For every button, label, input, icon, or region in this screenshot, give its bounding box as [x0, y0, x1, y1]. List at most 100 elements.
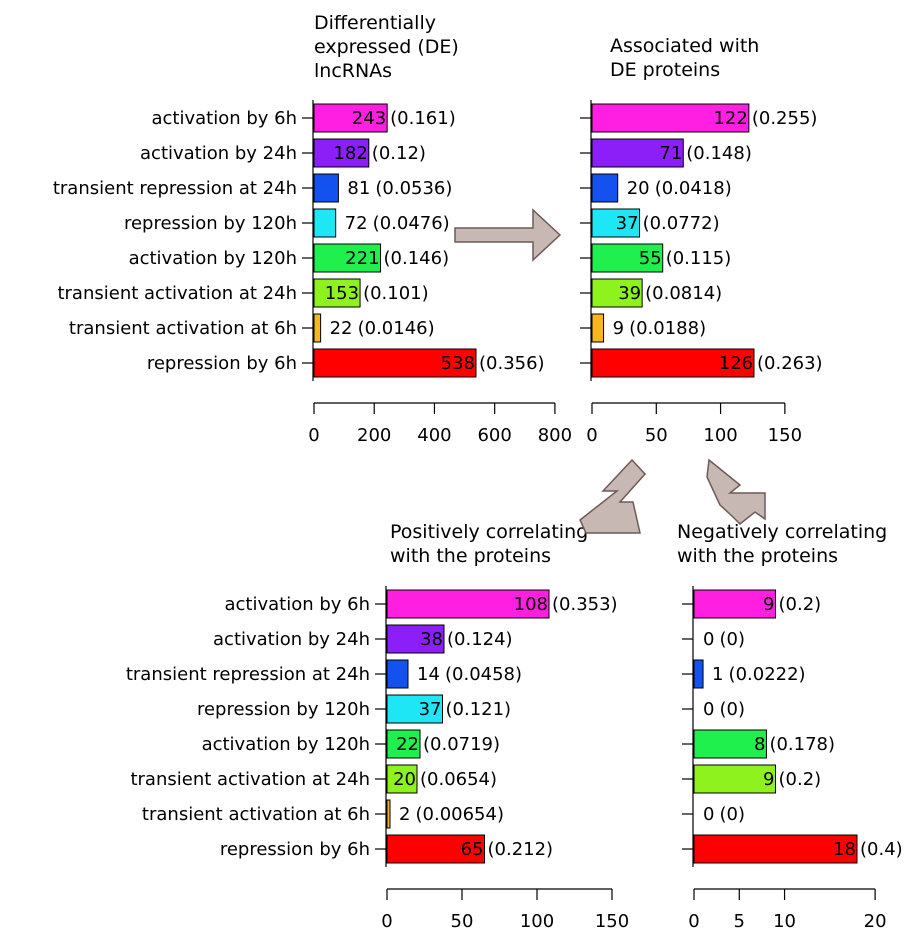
x-tick-label: 50: [645, 425, 668, 446]
bar-value-label: 9: [763, 769, 774, 790]
bar-fraction-label: (0.2): [779, 594, 822, 615]
bar-fraction-label: (0.0814): [645, 283, 722, 304]
panel-title-line: Differentially: [314, 12, 436, 34]
category-label: repression by 120h: [124, 213, 297, 234]
bar: [693, 659, 704, 689]
bar-fraction-label: (0.0772): [643, 213, 720, 234]
bar-value-label: 0: [703, 699, 714, 720]
bar: [386, 624, 445, 654]
x-tick-label: 50: [451, 911, 474, 930]
bar: [386, 799, 391, 829]
bar-fraction-label: (0.0418): [655, 178, 732, 199]
bar-value-label: 182: [333, 143, 367, 164]
x-tick-label: 100: [520, 911, 554, 930]
bar-value-label: 2: [399, 804, 410, 825]
bar-fraction-label: (0.148): [686, 143, 752, 164]
bar: [591, 208, 641, 238]
bar-value-label: 65: [461, 839, 484, 860]
x-tick-label: 800: [538, 425, 572, 446]
bar-fraction-label: (0.0146): [358, 318, 435, 339]
x-tick-label: 0: [381, 911, 392, 930]
bar: [313, 138, 370, 168]
bar-value-label: 122: [713, 108, 747, 129]
bar-fraction-label: (0.4): [860, 839, 903, 860]
bar-fraction-label: (0.121): [446, 699, 512, 720]
bar-value-label: 538: [441, 353, 475, 374]
bar: [591, 348, 755, 378]
bar-value-label: 71: [659, 143, 682, 164]
bar-fraction-label: (0): [720, 699, 746, 720]
bar-value-label: 8: [754, 734, 765, 755]
bar-fraction-label: (0.0654): [420, 769, 497, 790]
bar: [693, 589, 776, 619]
bar-value-label: 20: [627, 178, 650, 199]
bar-value-label: 38: [420, 629, 443, 650]
bar: [591, 103, 750, 133]
panel-title-line: with the proteins: [677, 545, 838, 567]
bar-value-label: 14: [417, 664, 440, 685]
panel-title-line: Negatively correlating: [677, 521, 887, 543]
arrow-down-left-icon: [579, 458, 647, 534]
bar-fraction-label: (0.0719): [423, 734, 500, 755]
bar-fraction-label: (0.0188): [629, 318, 706, 339]
panel-title-line: Positively correlating: [390, 521, 588, 543]
x-tick-label: 150: [768, 425, 802, 446]
category-label: activation by 120h: [129, 248, 297, 269]
panel-title-line: DE proteins: [610, 59, 720, 81]
category-label: transient repression at 24h: [53, 178, 297, 199]
bar-value-label: 37: [616, 213, 639, 234]
bar: [386, 729, 421, 759]
category-label: activation by 6h: [224, 594, 370, 615]
bar-value-label: 37: [419, 699, 442, 720]
bar-fraction-label: (0.0458): [445, 664, 522, 685]
bar-fraction-label: (0.0222): [729, 664, 806, 685]
bar: [591, 138, 684, 168]
x-tick-label: 0: [586, 425, 597, 446]
bar-value-label: 126: [719, 353, 753, 374]
panel-title-line: Associated with: [610, 35, 759, 57]
x-tick-label: 100: [703, 425, 737, 446]
bar: [313, 208, 337, 238]
bar-fraction-label: (0.263): [757, 353, 823, 374]
bar-value-label: 20: [393, 769, 416, 790]
bar-fraction-label: (0.0536): [375, 178, 452, 199]
x-tick-label: 200: [357, 425, 391, 446]
bar-fraction-label: (0.101): [363, 283, 429, 304]
arrow-down-right-icon: [706, 458, 766, 526]
panel-title-line: expressed (DE): [314, 36, 459, 58]
bar: [591, 278, 643, 308]
bar-fraction-label: (0.356): [479, 353, 545, 374]
x-tick-label: 20: [864, 911, 887, 930]
bar-value-label: 39: [618, 283, 641, 304]
arrow-right-icon: [454, 208, 562, 262]
bar-fraction-label: (0.12): [372, 143, 426, 164]
bar-value-label: 22: [330, 318, 353, 339]
bar: [591, 313, 605, 343]
bar-value-label: 153: [325, 283, 359, 304]
category-label: activation by 24h: [140, 143, 297, 164]
bar: [386, 694, 443, 724]
arrows-layer: [454, 208, 766, 534]
bar: [591, 243, 664, 273]
category-label: transient activation at 6h: [142, 804, 370, 825]
bar-fraction-label: (0.124): [447, 629, 513, 650]
x-tick-label: 400: [417, 425, 451, 446]
bar-fraction-label: (0.146): [384, 248, 450, 269]
bar: [313, 173, 339, 203]
category-label: transient repression at 24h: [126, 664, 370, 685]
x-tick-label: 150: [595, 911, 629, 930]
bar: [313, 313, 322, 343]
bar-value-label: 0: [703, 629, 714, 650]
bar: [693, 764, 776, 794]
bar-value-label: 81: [347, 178, 370, 199]
bar-fraction-label: (0.0476): [373, 213, 450, 234]
category-label: activation by 24h: [213, 629, 370, 650]
category-label: activation by 120h: [202, 734, 370, 755]
bar: [693, 834, 858, 864]
panel-title-line: with the proteins: [390, 545, 551, 567]
bar-value-label: 18: [833, 839, 856, 860]
category-label: transient activation at 24h: [57, 283, 297, 304]
